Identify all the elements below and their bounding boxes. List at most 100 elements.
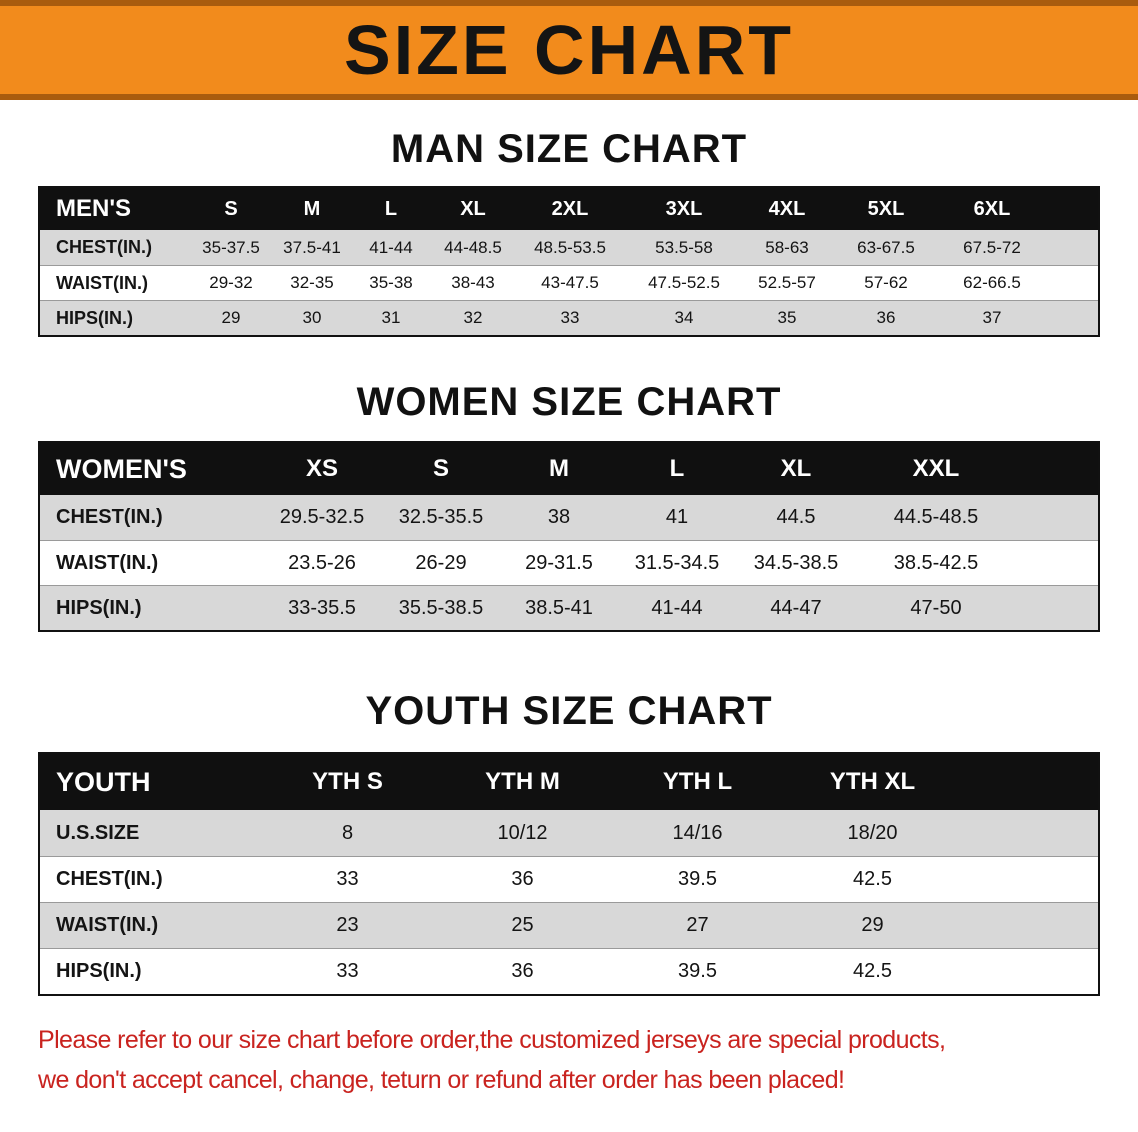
row-label-cell: U.S.SIZE: [56, 821, 140, 844]
title-banner: SIZE CHART: [0, 0, 1138, 100]
row-label-cell: WAIST(IN.): [56, 272, 148, 293]
size-column-header: S: [432, 455, 449, 482]
value-cell: 53.5-58: [655, 237, 713, 257]
value-cell: 39.5: [678, 960, 717, 982]
value-cell: 42.5: [853, 868, 892, 890]
value-cell: 39.5: [678, 868, 717, 890]
value-cell: 23.5-26: [288, 551, 356, 574]
size-column-header: XS: [305, 455, 338, 482]
value-cell: 33: [336, 868, 359, 890]
value-cell: 47-50: [910, 596, 962, 619]
value-cell: 29.5-32.5: [279, 506, 365, 528]
value-cell: 34: [674, 308, 694, 327]
value-cell: 63-67.5: [857, 237, 915, 257]
value-cell: 30: [302, 308, 322, 327]
table-row: CHEST(IN.) 33 36 39.5 42.5: [40, 856, 1098, 902]
value-cell: 35-38: [369, 273, 413, 292]
row-label-cell: CHEST(IN.): [56, 237, 152, 257]
value-cell: 36: [876, 308, 896, 327]
value-cell: 38: [547, 506, 571, 528]
youth-section-heading: YOUTH SIZE CHART: [365, 689, 773, 733]
value-cell: 62-66.5: [963, 273, 1021, 292]
value-cell: 8: [341, 821, 354, 844]
value-cell: 41: [665, 506, 689, 528]
size-column-header: L: [384, 197, 398, 220]
value-cell: 26-29: [415, 551, 467, 574]
men-size-table: MEN'S S M L XL 2XL 3XL 4XL 5XL 6XL CHEST(IN.) 35-37…: [38, 186, 1100, 337]
value-cell: 67.5-72: [963, 237, 1021, 257]
table-row: CHEST(IN.) 35-37.5 37.5-41 41-44 44-48.5 48.5…: [40, 230, 1098, 265]
size-column-header: 6XL: [973, 197, 1011, 220]
men-size-section: MAN SIZE CHART MEN'S S M L XL 2XL 3XL 4XL 5XL 6XL…: [0, 126, 1138, 337]
value-cell: 44-48.5: [444, 237, 502, 257]
value-cell: 43-47.5: [541, 273, 599, 292]
row-label-cell: HIPS(IN.): [56, 596, 142, 619]
value-cell: 35: [777, 308, 797, 327]
table-title-cell: MEN'S: [56, 195, 132, 222]
value-cell: 38-43: [451, 273, 495, 292]
row-label-cell: HIPS(IN.): [56, 307, 134, 328]
size-column-header: YTH XL: [829, 768, 916, 795]
table-row: WAIST(IN.) 23.5-26 26-29 29-31.5 31.5-34.5 34…: [40, 540, 1098, 585]
value-cell: 48.5-53.5: [534, 237, 606, 257]
women-section-heading: WOMEN SIZE CHART: [356, 380, 782, 424]
value-cell: 29-31.5: [525, 551, 593, 574]
value-cell: 34.5-38.5: [753, 551, 839, 574]
value-cell: 44.5-48.5: [893, 506, 979, 528]
value-cell: 58-63: [765, 237, 809, 257]
value-cell: 44-47: [770, 596, 822, 619]
page-title: SIZE CHART: [344, 11, 794, 89]
value-cell: 32: [463, 308, 483, 327]
value-cell: 44.5: [776, 506, 816, 528]
men-section-heading: MAN SIZE CHART: [390, 127, 748, 171]
table-row: WAIST(IN.) 29-32 32-35 35-38 38-43 43-47.5 47.…: [40, 265, 1098, 300]
table-header-row: MEN'S S M L XL 2XL 3XL 4XL 5XL 6XL: [40, 188, 1098, 230]
value-cell: 38.5-42.5: [893, 551, 979, 574]
disclaimer: Please refer to our size chart before or…: [38, 1020, 1100, 1100]
table-title-cell: WOMEN'S: [56, 453, 187, 484]
value-cell: 52.5-57: [758, 273, 816, 292]
size-column-header: 3XL: [665, 197, 703, 220]
women-size-section: WOMEN SIZE CHART WOMEN'S XS S M L XL XXL CHEST(…: [0, 379, 1138, 632]
value-cell: 41-44: [651, 596, 703, 619]
size-column-header: XL: [460, 197, 486, 220]
value-cell: 29: [221, 308, 241, 327]
value-cell: 18/20: [847, 821, 898, 844]
size-column-header: XL: [780, 455, 812, 482]
value-cell: 25: [511, 914, 534, 936]
value-cell: 36: [511, 960, 534, 982]
value-cell: 31.5-34.5: [634, 551, 720, 574]
size-column-header: 4XL: [768, 197, 806, 220]
value-cell: 27: [686, 914, 709, 936]
women-size-table: WOMEN'S XS S M L XL XXL CHEST(IN.) 29.5-32.5 32.5…: [38, 441, 1100, 632]
size-column-header: YTH M: [485, 768, 560, 795]
value-cell: 35-37.5: [202, 237, 260, 257]
table-title-cell: YOUTH: [56, 766, 151, 797]
size-column-header: M: [549, 455, 569, 482]
row-label-cell: CHEST(IN.): [56, 868, 163, 890]
value-cell: 37: [982, 308, 1002, 327]
table-row: U.S.SIZE 8 10/12 14/16 18/20: [40, 810, 1098, 856]
size-column-header: M: [303, 197, 321, 220]
size-column-header: L: [669, 455, 685, 482]
size-column-header: 5XL: [867, 197, 905, 220]
table-header-row: YOUTH YTH S YTH M YTH L YTH XL: [40, 754, 1098, 810]
value-cell: 42.5: [853, 960, 892, 982]
table-row: CHEST(IN.) 29.5-32.5 32.5-35.5 38 41 44.5 44.5…: [40, 495, 1098, 540]
row-label-cell: WAIST(IN.): [56, 914, 159, 936]
row-label-cell: WAIST(IN.): [56, 551, 159, 574]
value-cell: 32.5-35.5: [398, 506, 484, 528]
value-cell: 14/16: [672, 821, 723, 844]
size-column-header: YTH L: [662, 768, 733, 795]
youth-size-table: YOUTH YTH S YTH M YTH L YTH XL U.S.SIZE 8 10/12…: [38, 752, 1100, 996]
value-cell: 47.5-52.5: [648, 273, 720, 292]
youth-size-section: YOUTH SIZE CHART YOUTH YTH S YTH M YTH L YTH…: [0, 688, 1138, 996]
row-label-cell: CHEST(IN.): [56, 506, 163, 528]
value-cell: 23: [336, 914, 359, 936]
value-cell: 29-32: [209, 273, 253, 292]
value-cell: 31: [381, 308, 401, 327]
table-row: HIPS(IN.) 29 30 31 32 33 34 35 36 37: [40, 300, 1098, 335]
table-row: HIPS(IN.) 33 36 39.5 42.5: [40, 948, 1098, 994]
row-label-cell: HIPS(IN.): [56, 960, 142, 982]
value-cell: 33: [560, 308, 580, 327]
